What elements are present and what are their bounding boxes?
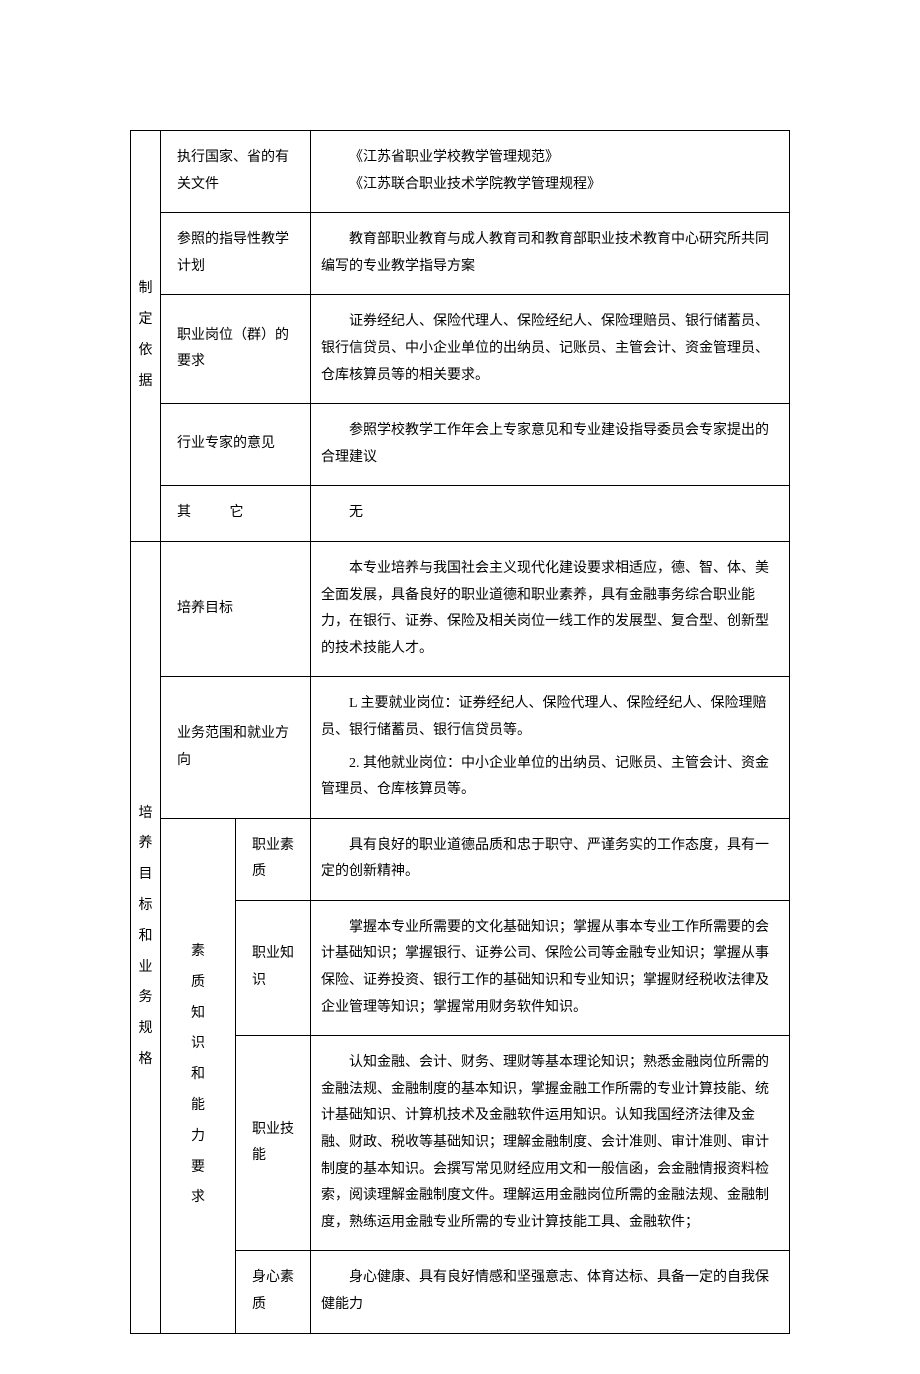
- section1-header: 制 定 依 据: [136, 274, 155, 397]
- sub-row-label: 身心素质: [236, 1251, 311, 1333]
- section2-header: 培 养 目 标 和 业 务 规 格: [136, 799, 155, 1076]
- table-row: 制 定 依 据 执行国家、省的有关文件 《江苏省职业学校教学管理规范》 《江苏联…: [131, 131, 790, 213]
- row-content: L 主要就业岗位：证券经纪人、保险代理人、保险经纪人、保险理赔员、银行储蓄员、银…: [311, 677, 790, 818]
- sub-row-label: 职业知识: [236, 900, 311, 1035]
- section2-sub-header: 素 质 知 识 和 能 力 要 求: [166, 937, 230, 1214]
- table-row: 培 养 目 标 和 业 务 规 格 培养目标 本专业培养与我国社会主义现代化建设…: [131, 541, 790, 676]
- row-label: 执行国家、省的有关文件: [161, 131, 311, 213]
- row-content: 参照学校教学工作年会上专家意见和专业建设指导委员会专家提出的合理建议: [311, 404, 790, 486]
- section2-header-cell: 培 养 目 标 和 业 务 规 格: [131, 541, 161, 1333]
- row-label: 培养目标: [161, 541, 311, 676]
- section1-header-cell: 制 定 依 据: [131, 131, 161, 542]
- table-row: 素 质 知 识 和 能 力 要 求 职业素质 具有良好的职业道德品质和忠于职守、…: [131, 818, 790, 900]
- sub-row-content: 身心健康、具有良好情感和坚强意志、体育达标、具备一定的自我保健能力: [311, 1251, 790, 1333]
- sub-row-label: 职业技能: [236, 1036, 311, 1251]
- sub-row-content: 掌握本专业所需要的文化基础知识；掌握从事本专业工作所需要的会计基础知识；掌握银行…: [311, 900, 790, 1035]
- sub-row-label: 职业素质: [236, 818, 311, 900]
- document-table: 制 定 依 据 执行国家、省的有关文件 《江苏省职业学校教学管理规范》 《江苏联…: [130, 130, 790, 1334]
- sub-row-content: 认知金融、会计、财务、理财等基本理论知识；熟悉金融岗位所需的金融法规、金融制度的…: [311, 1036, 790, 1251]
- row-content: 《江苏省职业学校教学管理规范》 《江苏联合职业技术学院教学管理规程》: [311, 131, 790, 213]
- row-label: 参照的指导性教学计划: [161, 213, 311, 295]
- row-content: 教育部职业教育与成人教育司和教育部职业技术教育中心研究所共同编写的专业教学指导方…: [311, 213, 790, 295]
- row-label: 业务范围和就业方向: [161, 677, 311, 818]
- row-label: 职业岗位（群）的要求: [161, 295, 311, 404]
- row-label: 其 它: [161, 486, 311, 542]
- row-content: 本专业培养与我国社会主义现代化建设要求相适应，德、智、体、美全面发展，具备良好的…: [311, 541, 790, 676]
- row-content: 证券经纪人、保险代理人、保险经纪人、保险理赔员、银行储蓄员、银行信贷员、中小企业…: [311, 295, 790, 404]
- table-row: 业务范围和就业方向 L 主要就业岗位：证券经纪人、保险代理人、保险经纪人、保险理…: [131, 677, 790, 818]
- section2-sub-header-cell: 素 质 知 识 和 能 力 要 求: [161, 818, 236, 1333]
- table-row: 行业专家的意见 参照学校教学工作年会上专家意见和专业建设指导委员会专家提出的合理…: [131, 404, 790, 486]
- sub-row-content: 具有良好的职业道德品质和忠于职守、严谨务实的工作态度，具有一定的创新精神。: [311, 818, 790, 900]
- table-row: 其 它 无: [131, 486, 790, 542]
- row-label: 行业专家的意见: [161, 404, 311, 486]
- row-content: 无: [311, 486, 790, 542]
- table-row: 职业岗位（群）的要求 证券经纪人、保险代理人、保险经纪人、保险理赔员、银行储蓄员…: [131, 295, 790, 404]
- table-row: 参照的指导性教学计划 教育部职业教育与成人教育司和教育部职业技术教育中心研究所共…: [131, 213, 790, 295]
